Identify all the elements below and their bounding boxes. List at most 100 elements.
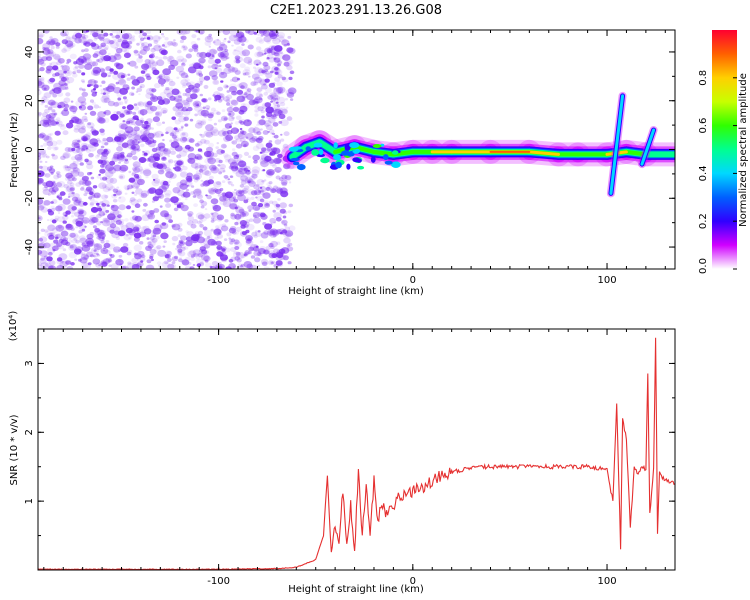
noise-dot [108,264,112,268]
noise-dot [264,223,273,230]
noise-dot [126,187,130,190]
noise-dot [247,88,252,92]
noise-dot [98,173,101,176]
noise-dot [45,56,53,61]
noise-dot [113,53,122,61]
noise-dot [38,215,43,222]
noise-dot [142,208,147,212]
noise-dot [56,265,65,269]
noise-dot [56,259,64,265]
noise-dot [93,84,99,89]
noise-dot [153,178,161,184]
noise-dot [203,84,209,89]
noise-dot [170,196,179,204]
noise-dot [70,262,75,266]
noise-dot [269,152,274,156]
noise-dot [73,66,79,72]
noise-dot [141,42,145,46]
noise-dot [276,170,280,174]
noise-dot [224,219,229,223]
noise-dot [221,192,227,197]
noise-dot [260,128,263,131]
spectrogram-x-label: Height of straight line (km) [288,286,424,297]
noise-dot [68,168,73,173]
noise-dot [96,66,105,74]
noise-dot [225,177,230,181]
noise-dot [99,37,105,42]
noise-dot [73,199,81,206]
noise-dot [164,37,169,41]
noise-dot [272,234,277,238]
noise-dot [87,187,95,193]
noise-dot [122,120,126,123]
noise-dot [85,30,90,33]
noise-dot [152,35,161,42]
noise-dot [269,217,277,224]
noise-dot [101,194,108,200]
noise-dot [72,73,78,78]
noise-dot [270,188,277,194]
noise-dot [282,54,291,61]
noise-dot [240,98,245,102]
noise-dot [272,82,276,85]
noise-dot [270,35,278,42]
noise-dot [183,102,190,108]
noise-dot [208,188,217,195]
noise-dot [118,30,126,34]
noise-dot [128,60,137,67]
noise-dot [193,172,202,180]
noise-dot [138,157,147,163]
noise-dot [213,39,222,46]
noise-dot [221,223,227,228]
noise-dot [212,152,218,158]
noise-dot [62,248,67,252]
noise-dot [214,67,218,70]
noise-dot [288,76,293,81]
noise-dot [62,198,71,205]
noise-dot [139,193,145,198]
noise-dot [82,180,90,187]
noise-dot [139,109,148,116]
noise-dot [172,133,179,139]
noise-dot [273,212,282,219]
noise-dot [253,31,258,35]
noise-dot [92,225,97,229]
noise-dot [127,133,133,138]
noise-dot [260,232,269,239]
noise-dot [90,128,97,134]
noise-dot [45,51,55,59]
noise-dot [270,46,276,50]
noise-dot [74,154,83,161]
noise-dot [115,47,123,54]
noise-dot [210,240,218,246]
noise-dot [182,191,191,198]
noise-dot [135,175,140,180]
colorbar-tick-label: 0.4 [698,165,709,181]
noise-dot [270,260,274,264]
noise-dot [245,239,254,246]
noise-dot [261,34,264,37]
noise-dot [165,131,169,135]
noise-dot [220,50,229,58]
noise-dot [202,226,208,231]
noise-dot [129,200,133,203]
noise-dot [208,190,215,195]
noise-dot [273,87,282,95]
noise-dot [137,198,143,203]
noise-dot [162,41,171,48]
noise-dot [120,123,128,130]
noise-dot [271,105,280,112]
noise-dot [57,89,61,92]
noise-dot [74,118,82,125]
noise-dot [44,173,51,178]
noise-dot [119,87,128,95]
noise-dot [272,114,277,118]
noise-dot [240,180,247,185]
noise-dot [173,137,180,143]
noise-dot [56,173,62,178]
noise-dot [247,205,254,211]
noise-dot [197,220,202,225]
noise-dot [223,175,229,179]
noise-dot [40,97,46,101]
noise-dot [81,148,85,152]
